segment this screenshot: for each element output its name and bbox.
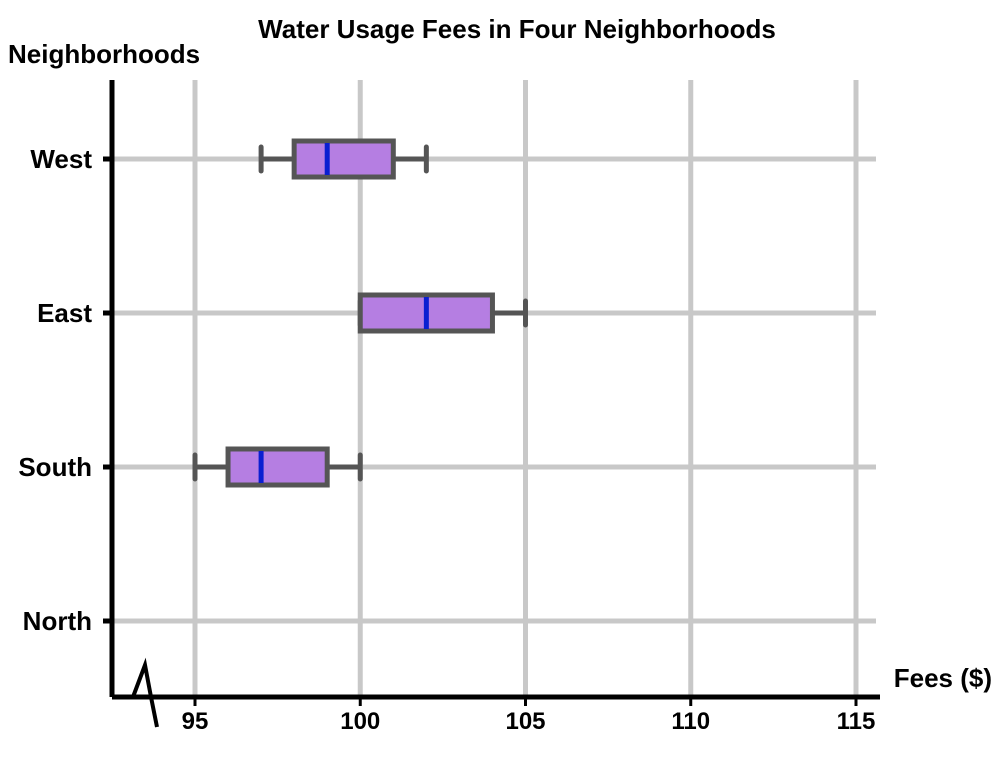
y-category-label: West xyxy=(30,144,92,174)
iqr-box xyxy=(291,138,396,180)
y-category-label: East xyxy=(37,298,92,328)
x-axis-title: Fees ($) xyxy=(894,663,992,693)
y-category-label: North xyxy=(23,606,92,636)
iqr-box xyxy=(225,446,330,488)
x-tick-label: 100 xyxy=(340,708,380,735)
box-plot-west xyxy=(258,138,429,180)
tick-labels: 95100105110115120125130135WestEastSouthN… xyxy=(18,144,876,735)
box-plot-east xyxy=(357,292,528,334)
x-tick-label: 105 xyxy=(505,708,545,735)
grid-lines xyxy=(112,80,876,697)
x-tick-label: 110 xyxy=(671,708,710,735)
axes xyxy=(103,80,880,728)
x-tick-label: 95 xyxy=(182,708,209,735)
y-axis-title: Neighborhoods xyxy=(8,39,200,69)
box-plot-south xyxy=(192,446,363,488)
boxes xyxy=(192,138,528,488)
chart-title: Water Usage Fees in Four Neighborhoods xyxy=(258,14,776,44)
axis-break-icon xyxy=(131,657,159,728)
x-tick-label: 115 xyxy=(837,708,876,735)
y-category-label: South xyxy=(18,452,92,482)
